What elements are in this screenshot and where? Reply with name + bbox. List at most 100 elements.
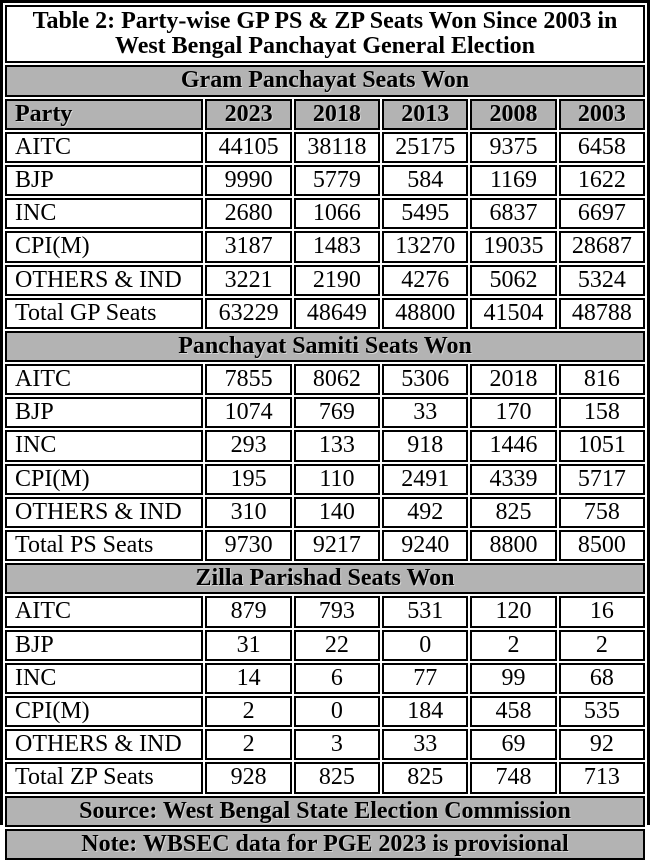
table-row: BJP 9990 5779 584 1169 1622 [5, 164, 645, 197]
value-cell: 33 [382, 397, 469, 429]
value-cell: 5495 [382, 198, 469, 230]
table-row: INC 2680 1066 5495 6837 6697 [5, 198, 645, 230]
party-cell: BJP [5, 164, 204, 197]
value-cell: 584 [382, 164, 469, 197]
value-cell: 48800 [382, 297, 469, 329]
value-cell: 22 [293, 629, 381, 661]
value-cell: 6 [293, 662, 381, 694]
value-cell: 68 [558, 662, 645, 694]
value-cell: 158 [558, 397, 645, 429]
value-cell: 2 [205, 695, 292, 728]
value-cell: 825 [293, 762, 381, 794]
value-cell: 1051 [558, 430, 645, 462]
value-cell: 9730 [205, 530, 292, 562]
value-cell: 2491 [382, 463, 469, 495]
table-row: CPI(M) 3187 1483 13270 19035 28687 [5, 231, 645, 263]
value-cell: 48649 [293, 297, 381, 329]
value-cell: 6697 [558, 198, 645, 230]
value-cell: 9990 [205, 164, 292, 197]
value-cell: 28687 [558, 231, 645, 263]
column-header-year: 2023 [205, 98, 292, 130]
value-cell: 713 [558, 762, 645, 794]
value-cell: 458 [470, 695, 557, 728]
value-cell: 928 [205, 762, 292, 794]
value-cell: 9240 [382, 530, 469, 562]
value-cell: 2190 [293, 264, 381, 296]
value-cell: 99 [470, 662, 557, 694]
value-cell: 184 [382, 695, 469, 728]
value-cell: 120 [470, 596, 557, 628]
table-row: Total PS Seats 9730 9217 9240 8800 8500 [5, 530, 645, 562]
value-cell: 793 [293, 596, 381, 628]
value-cell: 879 [205, 596, 292, 628]
value-cell: 5324 [558, 264, 645, 296]
value-cell: 3221 [205, 264, 292, 296]
value-cell: 1074 [205, 397, 292, 429]
value-cell: 16 [558, 596, 645, 628]
table-row: Total GP Seats 63229 48649 48800 41504 48788 [5, 297, 645, 329]
table-row: CPI(M) 2 0 184 458 535 [5, 695, 645, 728]
value-cell: 918 [382, 430, 469, 462]
value-cell: 310 [205, 496, 292, 528]
value-cell: 33 [382, 729, 469, 761]
value-cell: 825 [470, 496, 557, 528]
section-header: Zilla Parishad Seats Won [5, 563, 645, 595]
table-row: OTHERS & IND 3221 2190 4276 5062 5324 [5, 264, 645, 296]
party-cell: CPI(M) [5, 463, 204, 495]
value-cell: 63229 [205, 297, 292, 329]
value-cell: 1446 [470, 430, 557, 462]
party-seats-table: Table 2: Party-wise GP PS & ZP Seats Won… [3, 3, 647, 862]
value-cell: 19035 [470, 231, 557, 263]
value-cell: 38118 [293, 131, 381, 163]
value-cell: 69 [470, 729, 557, 761]
value-cell: 77 [382, 662, 469, 694]
value-cell: 7855 [205, 364, 292, 396]
value-cell: 293 [205, 430, 292, 462]
value-cell: 195 [205, 463, 292, 495]
value-cell: 4276 [382, 264, 469, 296]
party-cell: INC [5, 198, 204, 230]
value-cell: 1483 [293, 231, 381, 263]
party-cell: AITC [5, 364, 204, 396]
value-cell: 25175 [382, 131, 469, 163]
party-cell: Total ZP Seats [5, 762, 204, 794]
value-cell: 0 [382, 629, 469, 661]
value-cell: 5306 [382, 364, 469, 396]
value-cell: 2 [205, 729, 292, 761]
column-header-year: 2003 [558, 98, 645, 130]
value-cell: 535 [558, 695, 645, 728]
column-header-year: 2018 [293, 98, 381, 130]
value-cell: 41504 [470, 297, 557, 329]
value-cell: 133 [293, 430, 381, 462]
value-cell: 758 [558, 496, 645, 528]
value-cell: 769 [293, 397, 381, 429]
value-cell: 6837 [470, 198, 557, 230]
source-text: Source: West Bengal State Election Commi… [5, 795, 645, 827]
value-cell: 2018 [470, 364, 557, 396]
party-cell: OTHERS & IND [5, 496, 204, 528]
value-cell: 3187 [205, 231, 292, 263]
value-cell: 31 [205, 629, 292, 661]
party-cell: CPI(M) [5, 231, 204, 263]
value-cell: 492 [382, 496, 469, 528]
value-cell: 8500 [558, 530, 645, 562]
value-cell: 825 [382, 762, 469, 794]
table-row: BJP 31 22 0 2 2 [5, 629, 645, 661]
value-cell: 110 [293, 463, 381, 495]
table-row: Total ZP Seats 928 825 825 748 713 [5, 762, 645, 794]
column-header-row: Party 2023 2018 2013 2008 2003 [5, 98, 645, 130]
value-cell: 13270 [382, 231, 469, 263]
value-cell: 14 [205, 662, 292, 694]
column-header-party: Party [5, 98, 204, 130]
value-cell: 5779 [293, 164, 381, 197]
table-row: AITC 7855 8062 5306 2018 816 [5, 364, 645, 396]
party-cell: INC [5, 662, 204, 694]
section-header-row: Panchayat Samiti Seats Won [5, 330, 645, 363]
party-cell: AITC [5, 596, 204, 628]
note-row: Note: WBSEC data for PGE 2023 is provisi… [5, 828, 645, 860]
value-cell: 9375 [470, 131, 557, 163]
value-cell: 3 [293, 729, 381, 761]
party-cell: Total PS Seats [5, 530, 204, 562]
value-cell: 8062 [293, 364, 381, 396]
value-cell: 2 [470, 629, 557, 661]
